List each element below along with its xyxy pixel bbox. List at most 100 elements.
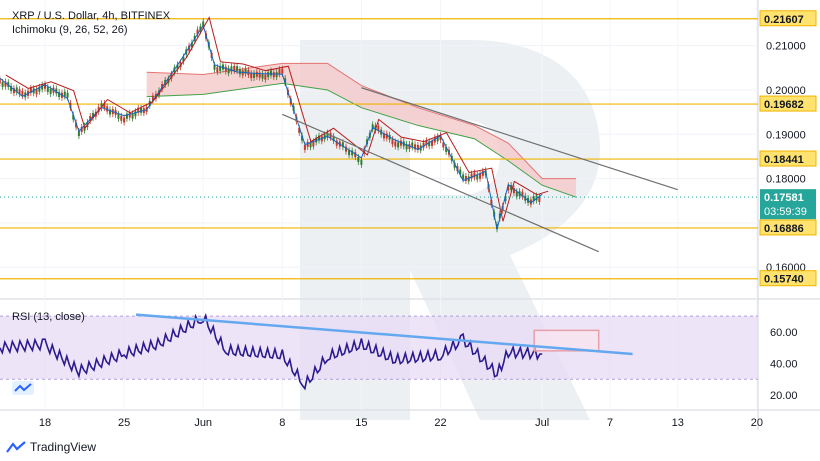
candle-body bbox=[89, 116, 92, 122]
candle-body bbox=[281, 68, 284, 74]
brand-label: TradingView bbox=[30, 440, 97, 454]
candle-body bbox=[306, 141, 309, 147]
candle-body bbox=[473, 172, 476, 178]
candle-body bbox=[377, 125, 380, 131]
candle-body bbox=[512, 188, 515, 194]
level-label: 0.21607 bbox=[764, 14, 804, 26]
candle-body bbox=[439, 135, 442, 141]
tradingview-logo-icon bbox=[6, 441, 26, 453]
candle-body bbox=[309, 142, 312, 148]
candle-body bbox=[433, 137, 436, 143]
candle-body bbox=[385, 133, 388, 139]
candle-body bbox=[326, 132, 329, 138]
candle-body bbox=[117, 113, 120, 119]
rsi-tick-label: 20.00 bbox=[770, 390, 798, 402]
candle-body bbox=[190, 42, 193, 48]
candle-body bbox=[224, 66, 227, 72]
ichimoku-cloud bbox=[146, 63, 577, 198]
candle-body bbox=[529, 199, 532, 205]
candle-body bbox=[255, 71, 258, 77]
candle-body bbox=[29, 87, 32, 93]
candle-body bbox=[462, 174, 465, 180]
indicator-label: Ichimoku (9, 26, 52, 26) bbox=[12, 24, 128, 36]
tradingview-footer[interactable]: TradingView bbox=[6, 438, 96, 456]
candle-body bbox=[137, 107, 140, 113]
price-tick-label: 0.18000 bbox=[766, 174, 806, 186]
candle-body bbox=[103, 103, 106, 109]
candle-body bbox=[272, 72, 275, 78]
level-tag bbox=[759, 150, 817, 167]
candle-body bbox=[213, 64, 216, 70]
candle-body bbox=[227, 68, 230, 74]
candle-body bbox=[284, 78, 287, 84]
candle-body bbox=[383, 133, 385, 139]
candle-body bbox=[261, 73, 264, 79]
candle-body bbox=[250, 73, 253, 79]
candle-body bbox=[216, 67, 219, 73]
senkou-span-b bbox=[146, 82, 577, 198]
last-price-label: 0.17581 bbox=[764, 192, 804, 204]
candle-body bbox=[236, 66, 239, 72]
time-tick-label: Jul bbox=[535, 417, 549, 429]
rsi-tick-label: 60.00 bbox=[770, 327, 798, 339]
level-label: 0.19682 bbox=[764, 99, 804, 111]
candle-body bbox=[134, 111, 137, 117]
candle-body bbox=[46, 86, 49, 92]
candle-body bbox=[131, 113, 134, 119]
candle-body bbox=[538, 196, 541, 202]
candle-body bbox=[445, 146, 448, 152]
candle-body bbox=[405, 144, 408, 150]
candle-body bbox=[275, 72, 278, 78]
candle-body bbox=[41, 84, 44, 90]
candle-body bbox=[332, 136, 335, 142]
candle-body bbox=[298, 127, 301, 133]
time-tick-label: 8 bbox=[279, 417, 285, 429]
candle-body bbox=[431, 140, 434, 146]
candle-body bbox=[414, 144, 417, 150]
chart-title: XRP / U.S. Dollar, 4h, BITFINEX bbox=[12, 10, 171, 22]
rsi-label: RSI (13, close) bbox=[12, 311, 85, 323]
candle-body bbox=[312, 141, 315, 147]
eye-icon[interactable] bbox=[12, 381, 34, 395]
level-label: 0.18441 bbox=[764, 154, 804, 166]
candle-body bbox=[416, 144, 419, 150]
candle-body bbox=[267, 72, 270, 78]
candle-body bbox=[35, 89, 38, 95]
candle-body bbox=[1, 81, 4, 87]
candle-body bbox=[196, 29, 199, 35]
candle-body bbox=[335, 140, 338, 146]
candle-body bbox=[341, 142, 344, 148]
candle-body bbox=[58, 92, 61, 98]
candle-body bbox=[80, 126, 83, 132]
candle-body bbox=[106, 106, 109, 112]
time-tick-label: 13 bbox=[672, 417, 684, 429]
candle-body bbox=[411, 142, 414, 148]
candle-body bbox=[77, 131, 80, 137]
candle-body bbox=[270, 70, 272, 76]
rsi-target-box bbox=[533, 329, 600, 352]
candle-body bbox=[470, 173, 473, 179]
candle-body bbox=[301, 135, 304, 141]
candle-body bbox=[72, 114, 75, 120]
candle-body bbox=[92, 113, 95, 119]
rsi-band bbox=[0, 316, 758, 380]
candle-body bbox=[233, 65, 236, 71]
candle-body bbox=[318, 135, 321, 141]
channel-top-line bbox=[361, 87, 678, 191]
candle-body bbox=[219, 66, 222, 72]
candle-body bbox=[18, 89, 21, 95]
candle-body bbox=[442, 142, 445, 148]
price-tick-label: 0.21000 bbox=[766, 41, 806, 53]
rsi-trendline bbox=[135, 313, 633, 356]
level-tag bbox=[759, 10, 817, 27]
candle-body bbox=[15, 87, 18, 93]
candle-body bbox=[63, 91, 66, 97]
candle-body bbox=[515, 191, 518, 197]
candle-body bbox=[230, 66, 233, 72]
candle-body bbox=[151, 95, 154, 101]
candle-body bbox=[66, 92, 69, 98]
time-tick-label: 18 bbox=[39, 417, 51, 429]
candle-body bbox=[391, 139, 394, 145]
